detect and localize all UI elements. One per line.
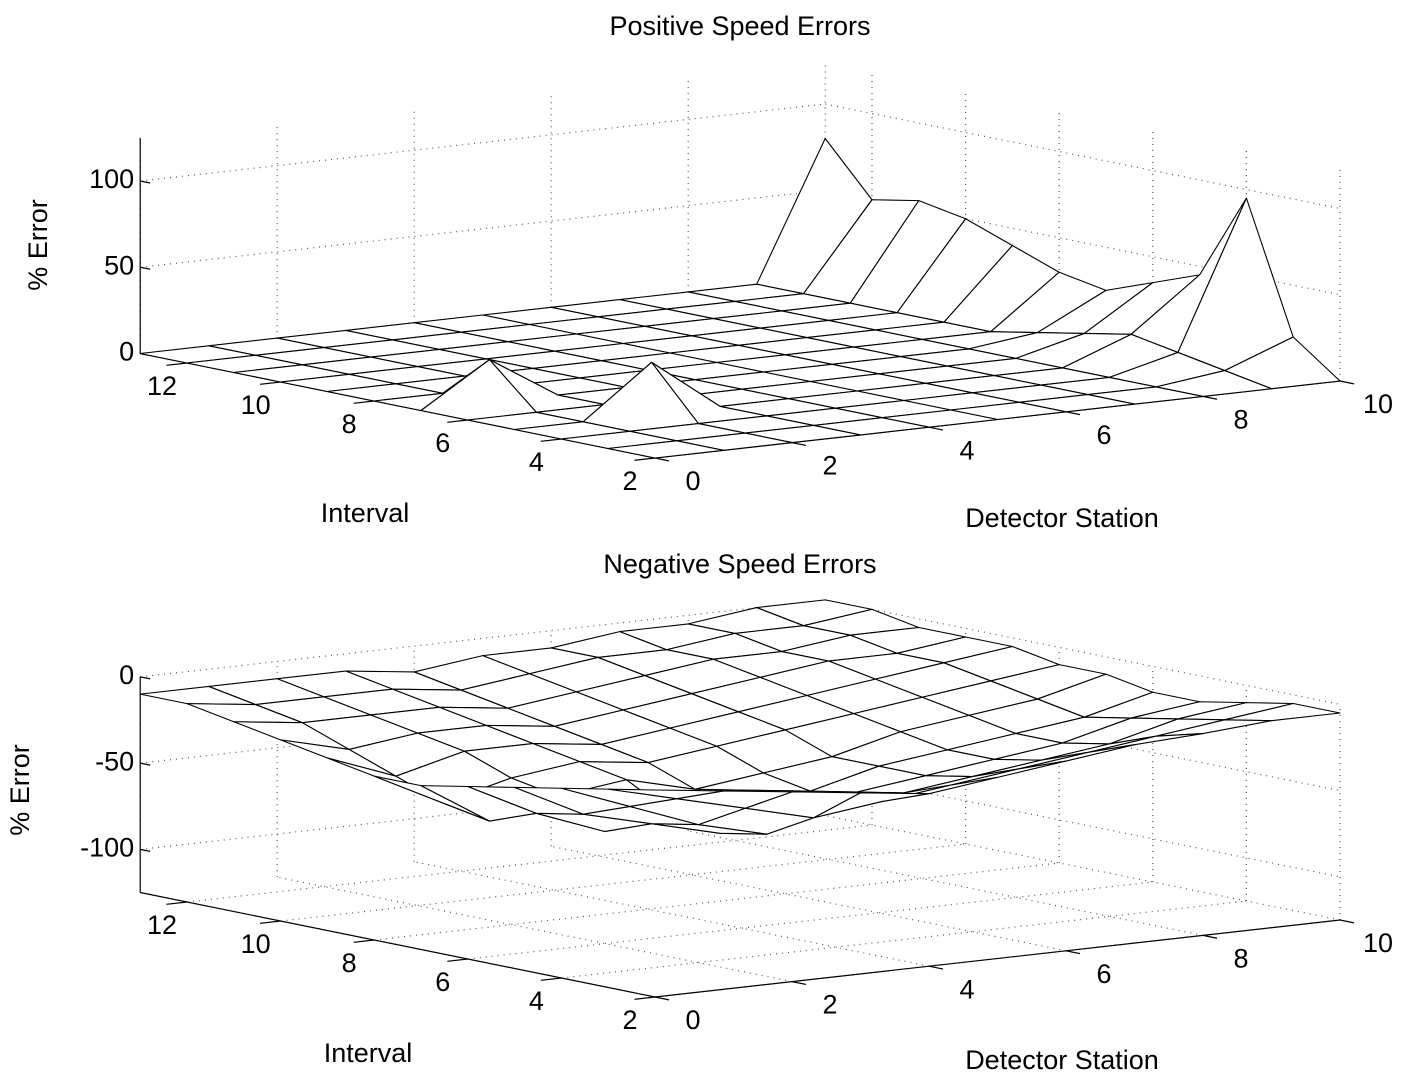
tick-mark <box>353 400 375 404</box>
y-tick-label: 8 <box>342 948 357 978</box>
tick-mark <box>634 996 656 1000</box>
tick-mark <box>928 426 944 431</box>
grid-line <box>688 830 1204 936</box>
grid-line <box>140 189 826 268</box>
y-axis-label: Interval <box>324 1038 413 1068</box>
tick-mark <box>1339 380 1355 385</box>
grid-line <box>561 900 1247 979</box>
tick-mark <box>447 419 468 423</box>
x-tick-label: 4 <box>959 435 974 465</box>
y-tick-label: 6 <box>435 967 450 997</box>
chart-title: Positive Speed Errors <box>609 11 870 41</box>
grid-line <box>551 845 1067 952</box>
grid-line <box>140 103 826 182</box>
x-tick-label: 4 <box>959 974 974 1004</box>
y-tick-label: 12 <box>147 371 177 401</box>
z-tick-label: 0 <box>119 660 134 690</box>
y-tick-label: 2 <box>622 466 637 496</box>
tick-mark <box>928 965 944 970</box>
x-tick-label: 6 <box>1096 959 1111 989</box>
z-axis-label: % Error <box>5 744 35 836</box>
tick-mark <box>447 958 468 962</box>
z-tick-label: -50 <box>95 746 134 776</box>
x-tick-label: 10 <box>1363 389 1393 419</box>
x-tick-label: 0 <box>685 1005 700 1035</box>
grid-line <box>825 814 1341 921</box>
grid-line <box>825 103 1341 210</box>
tick-mark <box>140 266 151 270</box>
grid-line <box>140 599 826 678</box>
y-tick-label: 6 <box>435 428 450 458</box>
grid-line <box>140 685 826 764</box>
z-tick-label: 100 <box>89 164 134 194</box>
x-tick-label: 8 <box>1233 944 1248 974</box>
tick-mark <box>140 848 151 852</box>
tick-mark <box>353 939 375 943</box>
z-axis-label: % Error <box>23 199 53 291</box>
tick-mark <box>1202 934 1218 939</box>
x-tick-label: 2 <box>822 990 837 1020</box>
x-tick-label: 0 <box>685 466 700 496</box>
x-axis <box>654 919 1341 998</box>
y-tick-label: 10 <box>241 929 271 959</box>
x-axis-label: Detector Station <box>965 503 1159 533</box>
grid-line <box>374 862 1060 941</box>
grid-line <box>467 881 1153 960</box>
x-tick-label: 6 <box>1096 420 1111 450</box>
x-tick-label: 10 <box>1363 928 1393 958</box>
tick-mark <box>540 438 562 442</box>
tick-mark <box>791 981 807 986</box>
tick-mark <box>259 381 281 385</box>
tick-mark <box>654 996 670 1001</box>
x-axis-label: Detector Station <box>965 1045 1159 1075</box>
tick-mark <box>1065 411 1081 416</box>
y-tick-label: 12 <box>147 910 177 940</box>
grid-line <box>140 771 826 850</box>
tick-mark <box>259 920 281 924</box>
tick-mark <box>166 362 188 366</box>
x-tick-label: 2 <box>822 451 837 481</box>
tick-mark <box>1339 919 1355 924</box>
grid-line <box>186 824 873 903</box>
tick-mark <box>166 901 188 905</box>
tick-mark <box>654 457 670 462</box>
surface-cell <box>607 788 725 800</box>
grid-line <box>414 861 930 967</box>
y-tick-label: 4 <box>529 447 544 477</box>
x-tick-label: 8 <box>1233 405 1248 435</box>
y-axis <box>140 891 656 998</box>
z-tick-label: 50 <box>104 250 134 280</box>
chart-title: Negative Speed Errors <box>603 549 876 579</box>
tick-mark <box>540 977 562 981</box>
tick-mark <box>1202 395 1218 400</box>
surface-cell <box>607 440 725 459</box>
tick-mark <box>634 457 656 461</box>
tick-mark <box>140 762 151 766</box>
z-tick-label: -100 <box>80 833 134 863</box>
y-tick-label: 4 <box>529 986 544 1016</box>
y-tick-label: 2 <box>622 1005 637 1035</box>
tick-mark <box>140 676 151 680</box>
grid-line <box>280 843 966 922</box>
y-tick-label: 8 <box>342 409 357 439</box>
y-axis-label: Interval <box>321 498 410 528</box>
tick-mark <box>140 180 151 184</box>
z-tick-label: 0 <box>119 337 134 367</box>
y-tick-label: 10 <box>241 390 271 420</box>
tick-mark <box>1065 950 1081 955</box>
tick-mark <box>791 442 807 447</box>
